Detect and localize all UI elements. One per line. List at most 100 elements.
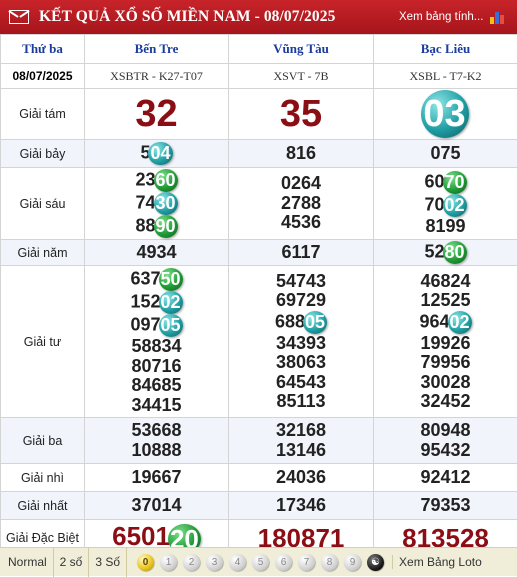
number-prefix: 74 (135, 192, 155, 212)
prize-number: 17346 (229, 496, 373, 516)
number-prefix: 95432 (420, 440, 470, 460)
highlight-ball: 60 (154, 169, 178, 192)
number-prefix: 32452 (420, 391, 470, 411)
highlight-ball: 05 (303, 311, 327, 334)
prize-number: 80716 (85, 357, 228, 377)
prize-number: 09705 (85, 314, 228, 337)
prize-label: Giải sáu (1, 168, 85, 240)
digit-ball[interactable]: 3 (206, 554, 223, 571)
digit-ball[interactable]: 7 (298, 554, 315, 571)
prize-number: 84685 (85, 376, 228, 396)
option-2-digits[interactable]: 2 số (54, 548, 90, 577)
number-prefix: 10888 (131, 440, 181, 460)
digit-ball[interactable]: 5 (252, 554, 269, 571)
prize-number: 53668 (85, 421, 228, 441)
number-prefix: 69729 (276, 290, 326, 310)
number-prefix: 12525 (420, 290, 470, 310)
prize-label: Giải năm (1, 240, 85, 266)
number-prefix: 17346 (276, 495, 326, 515)
digit-ball[interactable]: 0 (137, 554, 154, 571)
prize-number: 68805 (229, 311, 373, 334)
digit-ball[interactable]: 9 (344, 554, 361, 571)
number-prefix: 075 (430, 143, 460, 163)
prize-cell: 6117 (229, 240, 374, 266)
number-prefix: 34393 (276, 333, 326, 353)
number-prefix: 85113 (276, 391, 325, 411)
prize-cell: 4934 (85, 240, 229, 266)
prize-number: 8890 (85, 215, 228, 238)
view-table-link[interactable]: Xem bảng tính... (399, 11, 483, 23)
prize-number: 38063 (229, 353, 373, 373)
highlight-ball: 50 (159, 268, 183, 291)
prize-number: 4934 (85, 243, 228, 263)
prize-number: 24036 (229, 468, 373, 488)
prize-number: 92412 (374, 468, 517, 488)
prize-label: Giải tám (1, 89, 85, 140)
prize-number: 34393 (229, 334, 373, 354)
province-name-vungtau[interactable]: Vũng Tàu (229, 35, 374, 64)
mail-icon[interactable] (9, 10, 29, 24)
prize-number: 12525 (374, 291, 517, 311)
prize-label: Giải nhất (1, 492, 85, 520)
digit-ball[interactable]: 6 (275, 554, 292, 571)
prize-number: 32168 (229, 421, 373, 441)
highlight-ball: 02 (448, 311, 472, 334)
prize-number: 6070 (374, 171, 517, 194)
bar-chart-icon[interactable] (490, 8, 508, 24)
prize-number: 19667 (85, 468, 228, 488)
prize-label: Giải ba (1, 418, 85, 464)
number-prefix: 84685 (131, 375, 181, 395)
prize-cell: 504 (85, 140, 229, 168)
prize-number: 4536 (229, 213, 373, 233)
number-prefix: 80948 (420, 420, 470, 440)
prize-number: 03 (374, 90, 517, 138)
prize-number: 19926 (374, 334, 517, 354)
number-prefix: 8199 (425, 216, 465, 236)
prize-cell: 816 (229, 140, 374, 168)
prize-row: Giải nhất 37014 17346 79353 (1, 492, 517, 520)
number-prefix: 54743 (276, 271, 326, 291)
results-table: Thứ ba Bến Tre Vũng Tàu Bạc Liêu 08/07/2… (0, 34, 517, 556)
digit-ball[interactable]: 1 (160, 554, 177, 571)
page-title: KẾT QUẢ XỔ SỐ MIỀN NAM - 08/07/2025 (39, 8, 335, 26)
digit-ball[interactable]: 4 (229, 554, 246, 571)
prize-cell: 32 (85, 89, 229, 140)
prize-number: 5280 (374, 241, 517, 264)
prize-number: 95432 (374, 441, 517, 461)
highlight-ball: 02 (443, 194, 467, 217)
prize-number: 7002 (374, 194, 517, 217)
prize-number: 35 (229, 92, 373, 136)
prize-number: 37014 (85, 496, 228, 516)
prize-number: 2788 (229, 194, 373, 214)
digit-ball[interactable]: 2 (183, 554, 200, 571)
highlight-ball: 03 (421, 90, 469, 138)
number-prefix: 2788 (281, 193, 321, 213)
prize-cell: 03 (374, 89, 517, 140)
option-3-digits[interactable]: 3 Số (89, 548, 127, 577)
yin-yang-icon[interactable]: ☯ (367, 554, 384, 571)
number-prefix: 79353 (420, 495, 470, 515)
prize-number: 79353 (374, 496, 517, 516)
digit-ball[interactable]: 8 (321, 554, 338, 571)
number-prefix: 37014 (131, 495, 181, 515)
prize-number: 63750 (85, 268, 228, 291)
prize-number: 54743 (229, 272, 373, 292)
province-name-baclieu[interactable]: Bạc Liêu (374, 35, 517, 64)
prize-cell: 35 (229, 89, 374, 140)
loto-table-link[interactable]: Xem Bảng Loto (392, 555, 482, 569)
prize-cell: 5280 (374, 240, 517, 266)
province-name-bentre[interactable]: Bến Tre (85, 35, 229, 64)
number-prefix: 64543 (276, 372, 326, 392)
option-normal[interactable]: Normal (0, 548, 54, 577)
number-prefix: 4934 (136, 242, 176, 262)
number-prefix: 92412 (420, 467, 470, 487)
